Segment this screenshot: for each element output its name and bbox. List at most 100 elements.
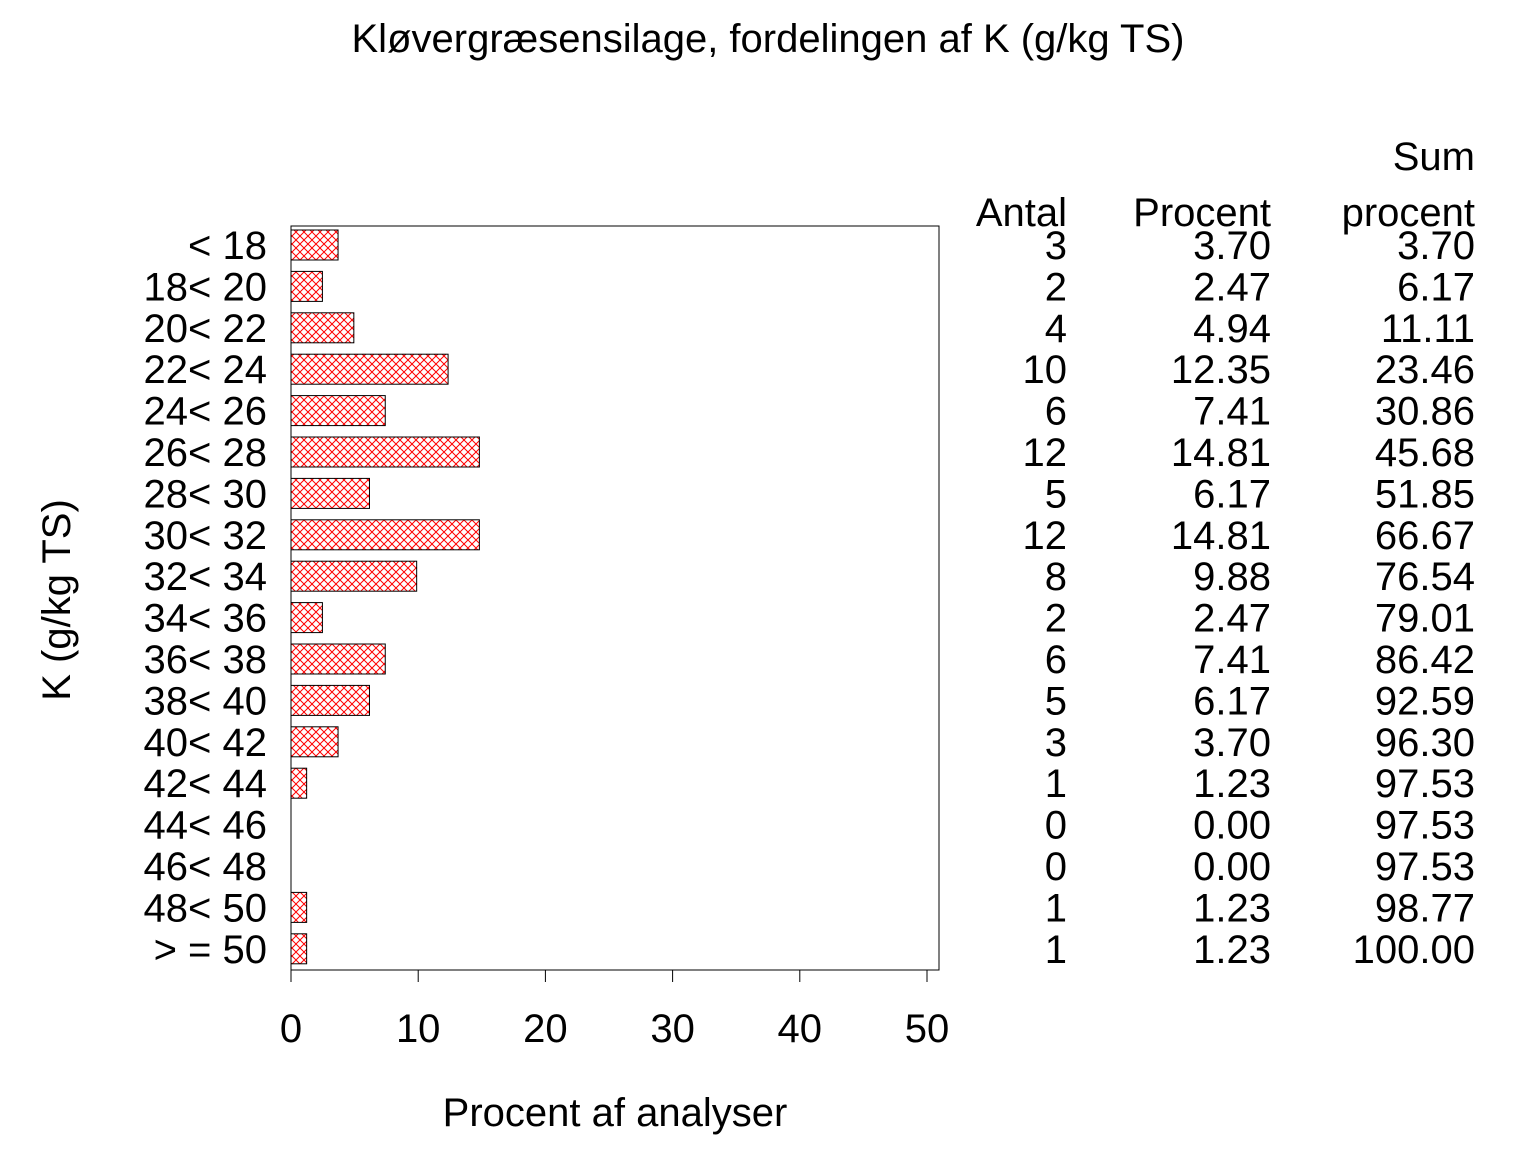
table-cell-antal: 0: [1045, 845, 1067, 889]
table-cell-sum-procent: 98.77: [1375, 886, 1475, 930]
table-cell-procent: 2.47: [1193, 597, 1271, 641]
table-cell-procent: 4.94: [1193, 307, 1271, 351]
x-tick-label: 10: [396, 1007, 441, 1051]
chart-title: Kløvergræsensilage, fordelingen af K (g/…: [352, 17, 1185, 61]
table-cell-antal: 1: [1045, 886, 1067, 930]
category-label: 32< 34: [144, 555, 267, 599]
table-cell-antal: 1: [1045, 928, 1067, 972]
category-label: 20< 22: [144, 307, 267, 351]
bar: [290, 477, 370, 509]
header-sum-top: Sum: [1393, 135, 1475, 179]
table-cell-procent: 6.17: [1193, 679, 1271, 723]
table-cell-sum-procent: 97.53: [1375, 804, 1475, 848]
table-cell-sum-procent: 51.85: [1375, 472, 1475, 516]
bar: [290, 312, 355, 344]
table-cell-sum-procent: 30.86: [1375, 390, 1475, 434]
category-label: 24< 26: [144, 390, 267, 434]
table-cell-procent: 0.00: [1193, 845, 1271, 889]
bar: [290, 270, 323, 302]
table-cell-antal: 5: [1045, 679, 1067, 723]
table-cell-procent: 3.70: [1193, 721, 1271, 765]
category-label: 28< 30: [144, 472, 267, 516]
x-tick-label: 40: [778, 1007, 823, 1051]
table-cell-procent: 0.00: [1193, 804, 1271, 848]
table-cell-procent: 1.23: [1193, 928, 1271, 972]
x-tick-label: 0: [280, 1007, 302, 1051]
table-cell-sum-procent: 100.00: [1353, 928, 1475, 972]
category-label: 34< 36: [144, 597, 267, 641]
category-label: 38< 40: [144, 679, 267, 723]
table-cell-sum-procent: 6.17: [1397, 265, 1475, 309]
table-cell-procent: 6.17: [1193, 472, 1271, 516]
category-label: 18< 20: [144, 265, 267, 309]
x-tick-label: 50: [905, 1007, 950, 1051]
table-cell-sum-procent: 76.54: [1375, 555, 1475, 599]
table-cell-sum-procent: 79.01: [1375, 597, 1475, 641]
plot-frame: [290, 225, 940, 971]
bar: [290, 353, 449, 385]
bar: [290, 933, 308, 965]
table-cell-antal: 5: [1045, 472, 1067, 516]
category-label: 46< 48: [144, 845, 267, 889]
table-cell-sum-procent: 3.70: [1397, 224, 1475, 268]
table-cell-sum-procent: 96.30: [1375, 721, 1475, 765]
category-label: < 18: [188, 224, 267, 268]
table-cell-antal: 4: [1045, 307, 1067, 351]
table-cell-sum-procent: 86.42: [1375, 638, 1475, 682]
category-label: 26< 28: [144, 431, 267, 475]
bar: [290, 891, 308, 923]
category-label: 48< 50: [144, 886, 267, 930]
table-cell-sum-procent: 23.46: [1375, 348, 1475, 392]
table-cell-antal: 12: [1023, 431, 1068, 475]
table-cell-antal: 6: [1045, 638, 1067, 682]
table-cell-antal: 10: [1023, 348, 1068, 392]
bar: [290, 602, 323, 634]
category-label: 22< 24: [144, 348, 267, 392]
table-cell-procent: 14.81: [1171, 514, 1271, 558]
category-label: 30< 32: [144, 514, 267, 558]
x-axis-label: Procent af analyser: [443, 1091, 788, 1135]
x-tick-label: 20: [523, 1007, 568, 1051]
table-cell-procent: 14.81: [1171, 431, 1271, 475]
table-cell-procent: 1.23: [1193, 886, 1271, 930]
bar: [290, 684, 370, 716]
table-cell-procent: 1.23: [1193, 762, 1271, 806]
table-cell-procent: 2.47: [1193, 265, 1271, 309]
category-label: 44< 46: [144, 804, 267, 848]
bar: [290, 519, 480, 551]
table-cell-antal: 12: [1023, 514, 1068, 558]
table-cell-sum-procent: 97.53: [1375, 762, 1475, 806]
table-cell-antal: 2: [1045, 265, 1067, 309]
y-axis-label: K (g/kg TS): [35, 499, 79, 701]
category-label: 36< 38: [144, 638, 267, 682]
table-cell-antal: 6: [1045, 390, 1067, 434]
x-axis-ticks: 0 10 20 30 40 50: [280, 970, 949, 1051]
bar: [290, 436, 480, 468]
category-label: 42< 44: [144, 762, 267, 806]
bar: [290, 395, 386, 427]
bar: [290, 229, 339, 261]
table-cell-procent: 7.41: [1193, 638, 1271, 682]
bar: [290, 560, 418, 592]
x-tick-label: 30: [650, 1007, 695, 1051]
bar: [290, 726, 339, 758]
bar: [290, 643, 386, 675]
table-cell-sum-procent: 45.68: [1375, 431, 1475, 475]
table-cell-antal: 8: [1045, 555, 1067, 599]
header-procent: Procent: [1133, 191, 1271, 235]
table-cell-procent: 9.88: [1193, 555, 1271, 599]
table-cell-procent: 7.41: [1193, 390, 1271, 434]
header-antal: Antal: [976, 191, 1067, 235]
table-cell-sum-procent: 66.67: [1375, 514, 1475, 558]
bar: [290, 767, 308, 799]
table-cell-sum-procent: 11.11: [1381, 307, 1475, 351]
table-headers: Sum Antal Procent procent: [976, 135, 1475, 235]
table-cell-procent: 12.35: [1171, 348, 1271, 392]
category-label: 40< 42: [144, 721, 267, 765]
category-label: > = 50: [154, 928, 267, 972]
table-cell-antal: 1: [1045, 762, 1067, 806]
table-cell-procent: 3.70: [1193, 224, 1271, 268]
